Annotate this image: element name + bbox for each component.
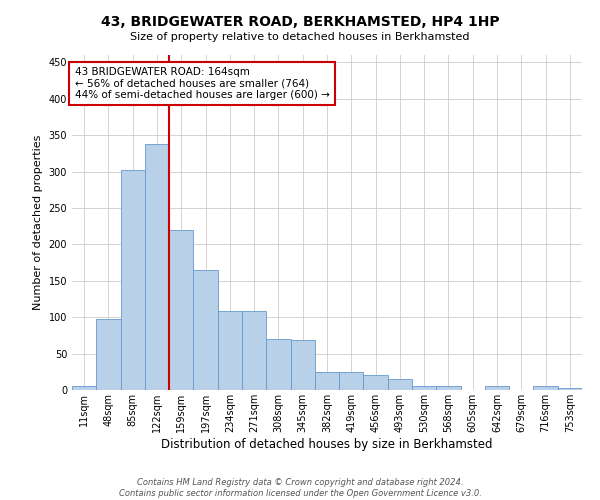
Bar [193,270,218,390]
X-axis label: Distribution of detached houses by size in Berkhamsted: Distribution of detached houses by size … [161,438,493,450]
Bar [290,340,315,390]
Text: Size of property relative to detached houses in Berkhamsted: Size of property relative to detached ho… [130,32,470,42]
Bar [533,386,558,390]
Bar [96,320,121,390]
Bar [266,339,290,390]
Bar [72,386,96,390]
Bar [315,372,339,390]
Bar [169,230,193,390]
Text: 43, BRIDGEWATER ROAD, BERKHAMSTED, HP4 1HP: 43, BRIDGEWATER ROAD, BERKHAMSTED, HP4 1… [101,15,499,29]
Bar [436,386,461,390]
Bar [364,376,388,390]
Text: 43 BRIDGEWATER ROAD: 164sqm
← 56% of detached houses are smaller (764)
44% of se: 43 BRIDGEWATER ROAD: 164sqm ← 56% of det… [74,66,329,100]
Text: Contains HM Land Registry data © Crown copyright and database right 2024.
Contai: Contains HM Land Registry data © Crown c… [119,478,481,498]
Bar [558,388,582,390]
Bar [412,386,436,390]
Bar [218,312,242,390]
Bar [242,312,266,390]
Y-axis label: Number of detached properties: Number of detached properties [33,135,43,310]
Bar [339,372,364,390]
Bar [485,386,509,390]
Bar [145,144,169,390]
Bar [121,170,145,390]
Bar [388,379,412,390]
